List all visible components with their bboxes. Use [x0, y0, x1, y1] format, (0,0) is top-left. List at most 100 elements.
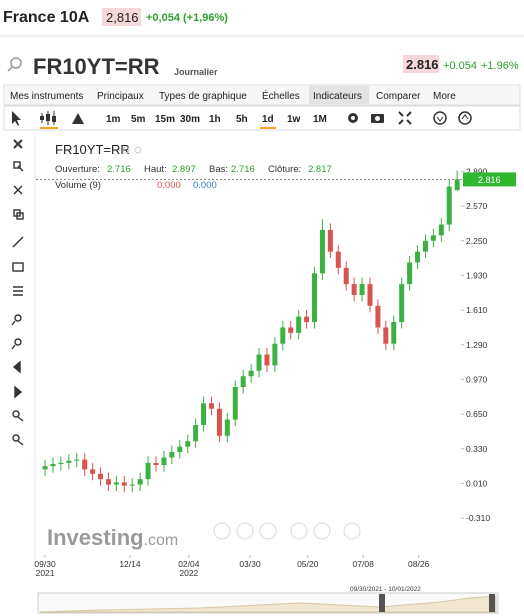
x-year-label: 2022: [179, 568, 198, 578]
y-tick-label: 0.970: [466, 374, 488, 384]
y-tick-label: 1.930: [466, 270, 488, 280]
navigator-range: 09/30/2021 - 10/01/2022: [350, 586, 421, 593]
interval[interactable]: 15m: [155, 114, 175, 125]
candle-body: [50, 463, 56, 467]
candle-body: [248, 370, 254, 377]
volume-value: 0.000: [193, 180, 217, 191]
interval[interactable]: 1h: [209, 114, 221, 125]
drawing-tools[interactable]: [11, 139, 24, 446]
navigator-handle[interactable]: [379, 594, 385, 612]
candle-body: [430, 235, 436, 241]
period: Journalier: [174, 67, 218, 77]
candle-type-icon[interactable]: [40, 111, 58, 129]
candle-body: [296, 316, 302, 333]
menu-item[interactable]: Principaux: [97, 91, 144, 102]
interval[interactable]: 1M: [313, 114, 327, 125]
menu-item[interactable]: Indicateurs: [313, 91, 362, 102]
interval[interactable]: 30m: [180, 114, 200, 125]
candle-body: [74, 459, 80, 461]
y-tick-label: 0.650: [466, 409, 488, 419]
candle-body: [438, 224, 444, 236]
candle-body: [216, 408, 222, 436]
chart: -0.310 0.010 0.330 0.650 0.970 1.290 1.610 1.93…: [34, 166, 516, 578]
symbol-change-pct: +1.96%: [481, 60, 519, 72]
x-tick-label: 09/30: [34, 559, 56, 569]
price-box: [403, 55, 439, 73]
candle-body: [185, 441, 191, 447]
menu-active: [309, 86, 369, 104]
interval[interactable]: 1m: [106, 114, 121, 125]
y-tick-label: 1.610: [466, 305, 488, 315]
chart-title: FR10YT=RR: [55, 142, 130, 157]
candle-body: [272, 343, 278, 366]
x-tick-label: 03/30: [239, 559, 261, 569]
watermark: Investing.com: [47, 525, 178, 550]
x-year-label: 2021: [36, 568, 55, 578]
pager[interactable]: [213, 522, 361, 540]
last-price-box: [463, 172, 516, 187]
y-tick-label: 2.570: [466, 201, 488, 211]
candle-body: [113, 482, 119, 485]
candle-body: [327, 229, 333, 252]
candle-body: [367, 284, 373, 306]
area-type-icon[interactable]: [72, 113, 84, 124]
volume-value: 0.000: [157, 180, 181, 191]
last-price-label: 2.816: [478, 175, 501, 185]
y-tick-label: 1.290: [466, 340, 488, 350]
price-box: [102, 8, 141, 26]
header-change: +0,054 (+1,96%): [146, 12, 228, 24]
ohlc-label: Haut:: [144, 164, 167, 175]
candle-body: [153, 462, 159, 466]
ohlc-value: 2.716: [231, 164, 255, 175]
cursor-icon[interactable]: [12, 111, 21, 126]
save-icon[interactable]: [458, 111, 472, 125]
interval[interactable]: 5h: [236, 114, 248, 125]
menu-item[interactable]: More: [433, 91, 456, 102]
search-icon[interactable]: [10, 57, 22, 69]
candle-body: [375, 305, 381, 328]
candle-body: [224, 419, 230, 436]
interval[interactable]: 5m: [131, 114, 146, 125]
candle-body: [177, 446, 183, 453]
candle-body: [169, 452, 175, 458]
candle-body: [201, 403, 207, 425]
candle-body: [351, 284, 357, 295]
intervals: 1m 5m 15m 30m 1h 5h 1d 1w 1M: [106, 114, 327, 129]
load-icon[interactable]: [433, 111, 447, 125]
ohlc-value: 2.716: [107, 164, 131, 175]
candle-body: [312, 273, 318, 323]
candle-body: [383, 327, 389, 344]
candle-body: [264, 354, 270, 366]
candle-body: [391, 322, 397, 344]
menu-item[interactable]: Types de graphique: [159, 91, 247, 102]
ohlc-label: Ouverture:: [55, 164, 100, 175]
candle-body: [288, 327, 294, 333]
candle-body: [256, 354, 262, 371]
menu-item[interactable]: Comparer: [376, 91, 421, 102]
candle-body: [58, 462, 64, 464]
candle-body: [240, 376, 246, 388]
interval[interactable]: 1w: [287, 114, 301, 125]
candle-body: [137, 479, 143, 485]
x-tick-label: 08/26: [408, 559, 430, 569]
x-tick-label: 12/14: [119, 559, 141, 569]
x-tick-label: 02/04: [178, 559, 200, 569]
candle-body: [407, 262, 413, 285]
camera-icon[interactable]: [371, 114, 384, 123]
symbol: FR10YT=RR: [33, 54, 160, 79]
y-tick-label: 2.890: [466, 166, 488, 176]
navigator-handle[interactable]: [489, 594, 495, 612]
interval[interactable]: 1d: [262, 114, 274, 125]
watermark-brand: Investing: [47, 525, 144, 550]
y-tick-label: 0.330: [466, 444, 488, 454]
candle-body: [145, 462, 151, 480]
candle-body: [343, 267, 349, 285]
settings-icon[interactable]: [348, 113, 358, 123]
menu-item[interactable]: Mes instruments: [10, 91, 83, 102]
menu-item[interactable]: Échelles: [262, 89, 300, 102]
legend-icons: [122, 146, 142, 154]
fullscreen-icon[interactable]: [398, 111, 412, 125]
candle-body: [304, 316, 310, 323]
header-price: 2,816: [106, 10, 139, 25]
